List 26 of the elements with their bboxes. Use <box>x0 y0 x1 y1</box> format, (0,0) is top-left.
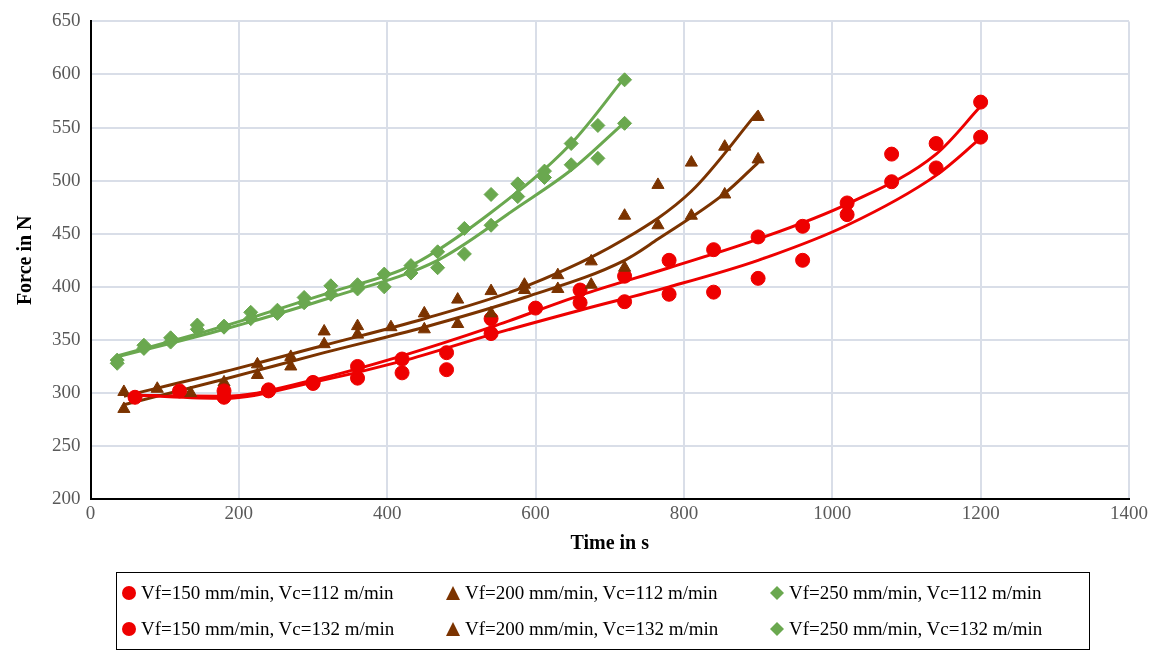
y-tick-label: 400 <box>52 274 81 296</box>
x-tick-label: 0 <box>85 501 96 523</box>
legend-label: Vf=200 mm/min, Vc=112 m/min <box>465 582 718 604</box>
x-tick-label: 1400 <box>1110 501 1148 523</box>
legend-label: Vf=250 mm/min, Vc=132 m/min <box>789 618 1043 640</box>
legend-label: Vf=150 mm/min, Vc=112 m/min <box>141 582 394 604</box>
y-axis-title: Force in N <box>13 214 36 306</box>
x-tick-label: 400 <box>372 501 402 523</box>
legend-label: Vf=250 mm/min, Vc=112 m/min <box>789 582 1042 604</box>
legend-label: Vf=150 mm/min, Vc=132 m/min <box>141 618 395 640</box>
y-tick-label: 250 <box>52 434 81 456</box>
x-tick-label: 800 <box>669 501 699 523</box>
y-tick-label: 300 <box>52 381 81 403</box>
x-tick-label: 200 <box>224 501 254 523</box>
x-tick-label: 1200 <box>961 501 1000 523</box>
x-tick-label: 1000 <box>813 501 852 523</box>
legend-label: Vf=200 mm/min, Vc=132 m/min <box>465 618 719 640</box>
y-tick-label: 200 <box>52 487 81 509</box>
y-tick-label: 500 <box>52 168 81 190</box>
x-axis-title: Time in s <box>570 531 650 554</box>
y-tick-label: 650 <box>52 9 81 31</box>
y-tick-label: 600 <box>52 62 81 84</box>
y-tick-label: 550 <box>52 115 81 137</box>
x-tick-label: 600 <box>521 501 550 523</box>
y-tick-label: 450 <box>52 221 81 243</box>
y-tick-label: 350 <box>52 327 81 349</box>
